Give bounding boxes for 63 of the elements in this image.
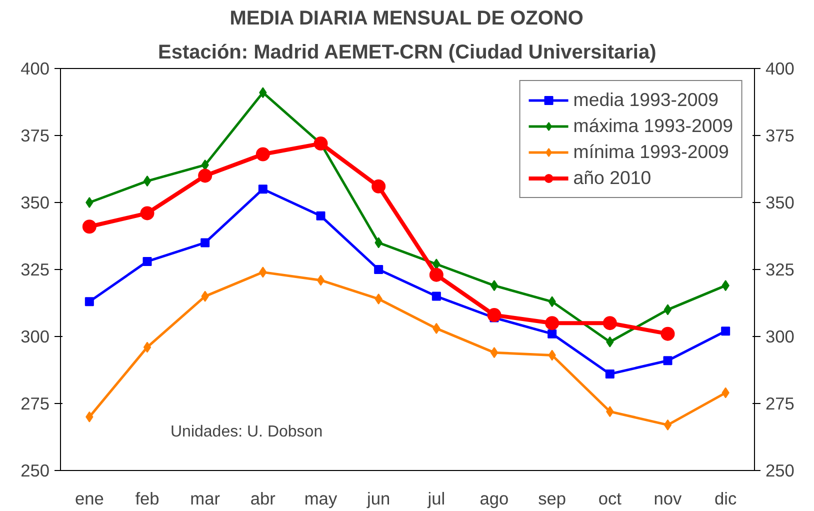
point	[86, 197, 94, 208]
point	[432, 292, 441, 301]
point	[429, 268, 444, 282]
point	[82, 220, 96, 234]
point	[140, 206, 154, 220]
y2-tick-label: 300	[766, 326, 794, 346]
point	[143, 342, 152, 353]
point	[548, 329, 557, 338]
point	[258, 184, 268, 194]
point	[545, 316, 560, 330]
point	[664, 304, 672, 316]
x-tick-label: dic	[714, 488, 737, 508]
legend-label: máxima 1993-2009	[573, 115, 733, 137]
point	[142, 256, 152, 266]
point	[663, 356, 672, 366]
point	[314, 136, 328, 151]
legend-label: año 2010	[573, 167, 652, 189]
x-tick-label: jul	[426, 488, 446, 508]
x-tick-label: jun	[366, 488, 390, 508]
legend-label: mínima 1993-2009	[573, 141, 729, 163]
point	[490, 280, 498, 292]
point	[490, 347, 498, 358]
x-tick-label: abr	[250, 488, 276, 508]
legend-label: media 1993-2009	[573, 89, 718, 111]
point	[374, 265, 384, 274]
point	[660, 326, 675, 341]
chart-subtitle: Estación: Madrid AEMET-CRN (Ciudad Universitaria)	[158, 42, 656, 64]
y-tick-label: 400	[20, 58, 50, 78]
x-tick-label: ago	[480, 488, 509, 508]
y2-tick-label: 250	[766, 460, 794, 480]
y2-tick-label: 325	[766, 260, 794, 280]
x-tick-label: sep	[538, 488, 566, 508]
y2-tick-label: 375	[766, 126, 794, 146]
y-tick-label: 375	[20, 126, 50, 146]
y-tick-label: 275	[20, 394, 50, 414]
point	[316, 211, 326, 220]
y2-tick-label: 275	[766, 394, 794, 414]
x-tick-label: oct	[598, 488, 622, 508]
chart-title: MEDIA DIARIA MENSUAL DE OZONO	[230, 8, 584, 30]
x-tick-label: nov	[654, 488, 682, 508]
y-tick-label: 350	[20, 192, 50, 212]
y-tick-label: 300	[20, 326, 50, 346]
x-tick-label: feb	[135, 488, 160, 508]
point	[721, 326, 730, 336]
y2-tick-label: 350	[766, 192, 794, 212]
point	[605, 370, 614, 379]
point	[664, 419, 672, 430]
y-tick-label: 250	[20, 460, 50, 480]
x-tick-label: may	[304, 488, 338, 508]
point	[256, 147, 270, 162]
point	[200, 238, 210, 248]
x-tick-label: mar	[190, 488, 220, 508]
point	[487, 308, 502, 322]
point	[316, 274, 325, 286]
point	[84, 297, 94, 306]
y2-tick-label: 400	[766, 58, 794, 78]
x-tick-label: ene	[74, 488, 104, 508]
point	[372, 179, 386, 194]
annotation: Unidades: U. Dobson	[170, 424, 323, 440]
y-tick-label: 325	[20, 260, 50, 280]
point	[143, 176, 152, 187]
point	[198, 168, 212, 183]
point	[602, 316, 617, 330]
